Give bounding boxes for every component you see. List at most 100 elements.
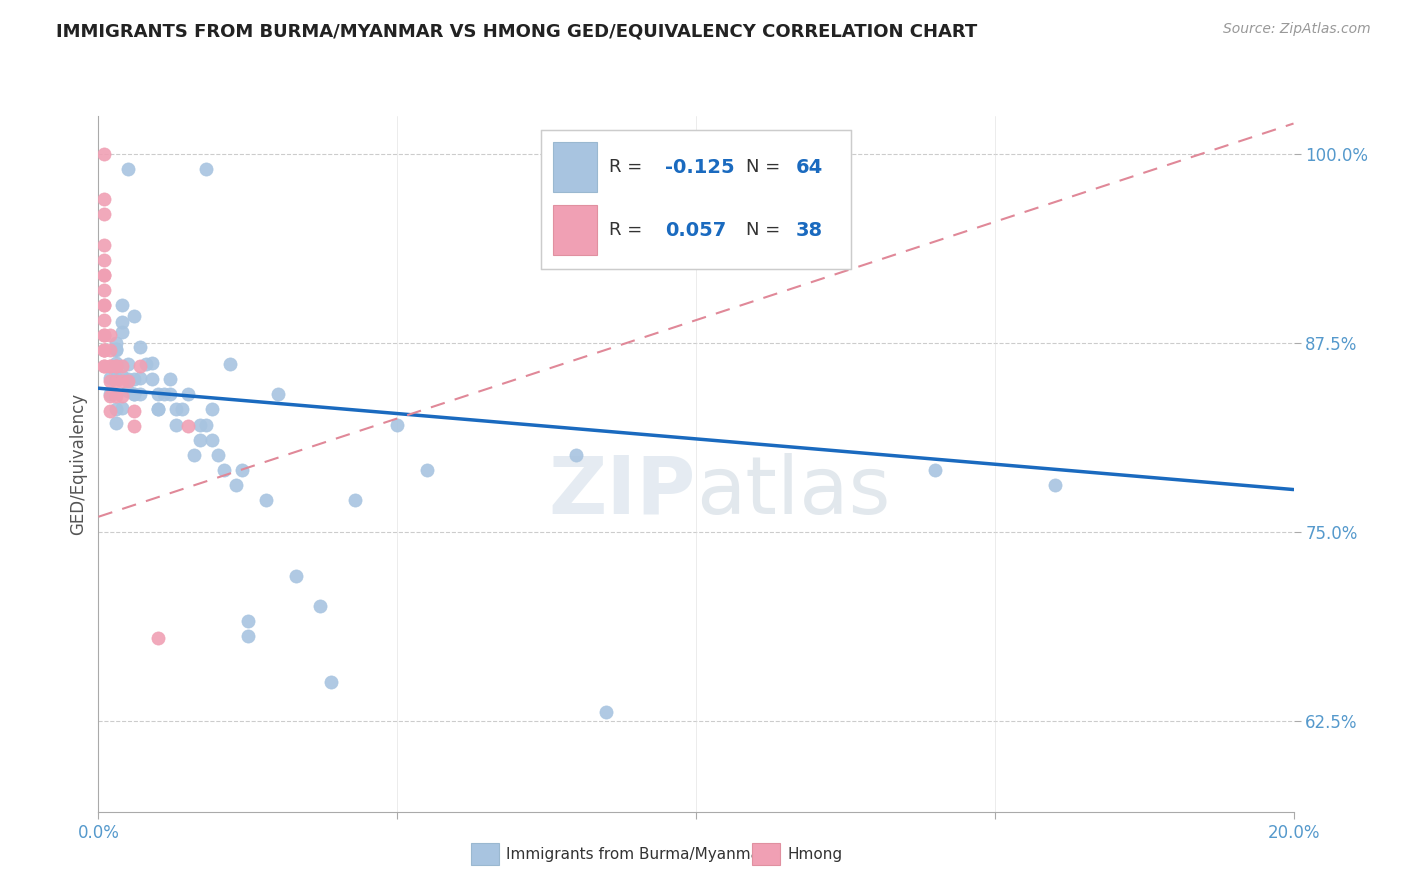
Point — [93, 192, 115, 206]
Point — [201, 433, 224, 447]
Point — [159, 387, 181, 401]
Point — [595, 705, 617, 719]
Point — [565, 448, 588, 462]
Point — [165, 417, 187, 432]
Point — [194, 417, 218, 432]
Point — [105, 416, 128, 430]
Point — [172, 402, 194, 417]
Point — [148, 402, 170, 417]
Point — [159, 372, 181, 386]
Point — [124, 419, 146, 434]
Text: ZIP: ZIP — [548, 452, 696, 531]
Point — [105, 402, 128, 417]
Text: atlas: atlas — [696, 452, 890, 531]
Point — [111, 389, 134, 403]
Point — [93, 313, 115, 327]
Point — [124, 387, 146, 401]
Point — [254, 493, 277, 508]
Point — [93, 328, 115, 343]
Point — [98, 359, 122, 373]
Point — [124, 404, 146, 418]
Point — [231, 463, 253, 477]
Point — [117, 384, 139, 399]
Point — [188, 417, 211, 432]
Point — [93, 343, 115, 358]
Point — [385, 417, 409, 432]
Point — [129, 370, 152, 384]
Point — [105, 359, 128, 373]
Point — [1043, 478, 1066, 492]
Point — [124, 372, 146, 386]
Point — [111, 298, 134, 312]
Point — [165, 402, 187, 417]
Point — [111, 359, 134, 373]
Point — [117, 357, 139, 371]
Point — [344, 493, 367, 508]
Text: Source: ZipAtlas.com: Source: ZipAtlas.com — [1223, 22, 1371, 37]
Point — [98, 389, 122, 403]
Point — [321, 674, 343, 689]
Point — [129, 359, 152, 373]
Point — [207, 448, 229, 462]
Point — [416, 463, 439, 477]
Point — [93, 283, 115, 297]
Point — [93, 328, 115, 343]
Point — [93, 237, 115, 252]
Point — [924, 463, 946, 477]
Point — [93, 343, 115, 358]
Point — [267, 387, 290, 401]
Point — [93, 359, 115, 373]
Point — [135, 357, 157, 371]
Point — [105, 370, 128, 384]
Point — [93, 252, 115, 267]
Point — [111, 401, 134, 415]
Point — [129, 387, 152, 401]
Point — [98, 343, 122, 358]
Point — [148, 631, 170, 645]
Point — [105, 374, 128, 388]
Point — [98, 328, 122, 343]
Point — [148, 387, 170, 401]
Point — [105, 355, 128, 369]
Point — [93, 268, 115, 282]
Point — [111, 315, 134, 329]
Point — [117, 161, 139, 176]
Point — [177, 387, 200, 401]
Point — [93, 268, 115, 282]
Point — [98, 404, 122, 418]
Point — [141, 372, 163, 386]
Point — [308, 599, 330, 613]
Point — [153, 387, 176, 401]
Text: Immigrants from Burma/Myanmar: Immigrants from Burma/Myanmar — [506, 847, 766, 862]
Point — [194, 161, 218, 176]
Point — [124, 387, 146, 401]
Point — [98, 359, 122, 373]
Point — [236, 614, 259, 628]
Point — [111, 374, 134, 388]
Point — [148, 402, 170, 417]
Point — [93, 298, 115, 312]
Point — [183, 448, 205, 462]
Point — [141, 355, 163, 369]
Y-axis label: GED/Equivalency: GED/Equivalency — [69, 392, 87, 535]
Point — [284, 568, 307, 582]
Point — [105, 335, 128, 350]
Point — [177, 419, 200, 434]
Point — [124, 309, 146, 323]
Point — [111, 369, 134, 384]
Point — [105, 389, 128, 403]
Point — [219, 357, 242, 371]
Point — [111, 325, 134, 339]
Point — [98, 387, 122, 401]
Point — [98, 370, 122, 384]
Text: Hmong: Hmong — [787, 847, 842, 862]
Point — [105, 359, 128, 373]
Point — [93, 359, 115, 373]
Point — [93, 343, 115, 358]
Point — [117, 372, 139, 386]
Text: IMMIGRANTS FROM BURMA/MYANMAR VS HMONG GED/EQUIVALENCY CORRELATION CHART: IMMIGRANTS FROM BURMA/MYANMAR VS HMONG G… — [56, 22, 977, 40]
Point — [93, 207, 115, 221]
Point — [212, 463, 235, 477]
Point — [105, 342, 128, 356]
Point — [201, 402, 224, 417]
